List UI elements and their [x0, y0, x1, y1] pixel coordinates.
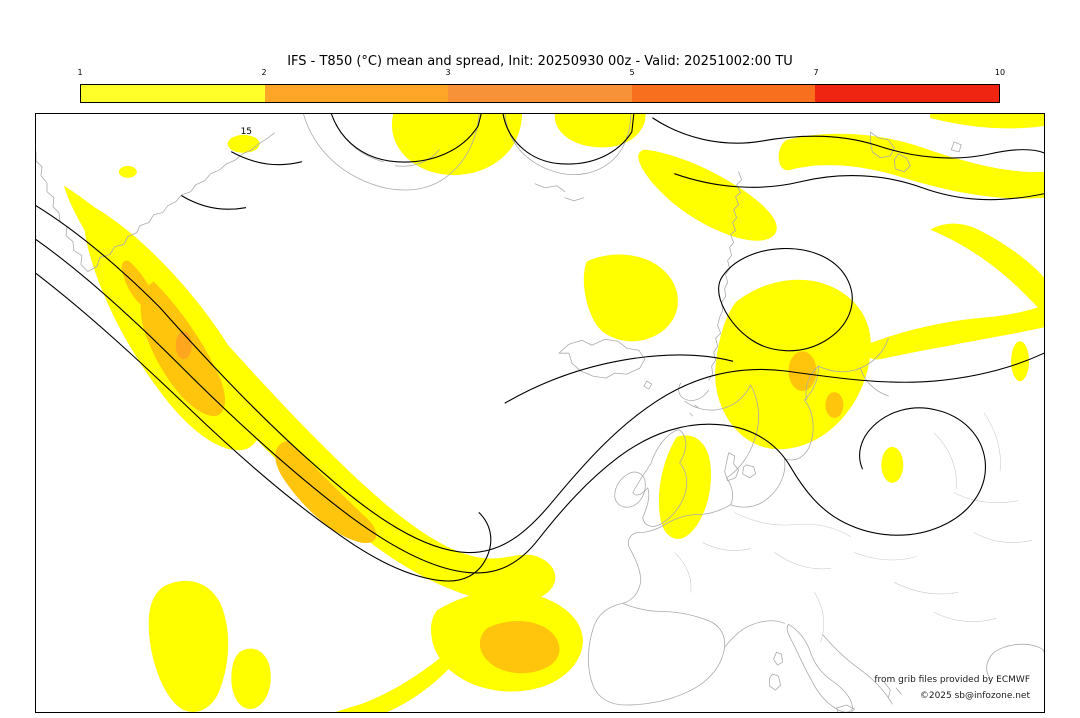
credits-source: from grib files provided by ECMWF — [874, 674, 1030, 685]
spread-blob-arctic-a — [391, 114, 523, 176]
spread-blob-bottom-left-2 — [231, 648, 271, 709]
spread-core-iberia — [479, 621, 560, 674]
spread-band-arctic-east — [778, 133, 1044, 199]
river-line — [933, 412, 1001, 490]
spread-blob-arctic-c — [638, 149, 777, 241]
colorbar-segment — [448, 85, 632, 102]
contour-arctic-3 — [652, 117, 1044, 159]
greece-coast — [883, 681, 902, 699]
great-britain-coast — [632, 429, 688, 527]
colorbar-tick-label: 10 — [994, 68, 1006, 77]
spread-blob-arctic-b — [554, 114, 646, 148]
italy-coast — [786, 623, 853, 712]
border-line — [953, 492, 1033, 543]
colorbar-tick-label: 2 — [261, 68, 267, 77]
adriatic-balkan-coast — [822, 633, 893, 705]
border-line — [774, 552, 917, 570]
contour-arctic-1 — [330, 114, 482, 163]
greenland-east-coast-2 — [504, 114, 632, 176]
spread-band-right — [866, 305, 1044, 360]
norway-west-coast — [708, 171, 742, 381]
arctic-islets — [534, 183, 585, 202]
contour-greenland-2 — [181, 195, 247, 210]
sicily-coast — [836, 704, 855, 712]
spread-spot-top-left — [227, 134, 260, 153]
corsica-sardinia-coast — [769, 651, 783, 691]
faroe-islands — [643, 380, 653, 390]
black-sea-coast — [986, 643, 1044, 679]
colorbar-segment — [81, 85, 265, 102]
spread-band-right-top — [930, 223, 1044, 316]
continental-north-coast — [622, 504, 732, 604]
coastlines — [36, 114, 1044, 712]
iberia-coast — [588, 602, 726, 706]
spread-core-coast — [121, 260, 155, 309]
spread-blob-north-of-iceland — [583, 254, 678, 342]
colorbar-tick-label: 5 — [629, 68, 635, 77]
spread-spot-top-left-2 — [118, 165, 137, 178]
contour-trough-outer — [36, 205, 1044, 554]
norway-south-tip — [678, 382, 710, 401]
ireland-coast — [614, 471, 646, 508]
spread-spot-right-edge — [1011, 341, 1030, 382]
colorbar-tick-label: 1 — [77, 68, 83, 77]
border-line — [814, 592, 825, 643]
spread-shading-high — [175, 331, 192, 360]
shetland-islets — [689, 404, 700, 417]
mediterranean-france-coast — [724, 620, 785, 648]
gulf-of-bothnia — [805, 337, 889, 401]
greenland-east-fjord-bay — [303, 114, 480, 191]
colorbar-segment — [631, 85, 816, 102]
colorbar-segment — [815, 85, 999, 102]
svalbard-coast — [869, 131, 962, 173]
colorbar-bar — [80, 84, 1000, 103]
spread-spot-east-europe — [881, 446, 904, 483]
contour-north-atlantic — [504, 354, 734, 404]
spread-core-scandinavia — [788, 351, 817, 392]
spread-streak-top-right — [930, 114, 1044, 129]
scandinavia-south-coast — [684, 384, 759, 506]
denmark-coast — [724, 452, 756, 482]
contour-arctic-2 — [502, 114, 635, 165]
border-line — [734, 512, 851, 537]
spread-peak-greenland — [175, 331, 192, 360]
map-frame: 15 from grib files provided by ECMWF ©20… — [35, 113, 1045, 713]
contour-trough-inner — [36, 272, 492, 582]
iceland-coast — [558, 338, 646, 379]
weather-map: 15 — [36, 114, 1044, 712]
colorbar-ticks: 1 2 3 5 7 10 — [77, 68, 1005, 80]
contour-greenland-1 — [231, 151, 303, 166]
contour-trough-middle — [36, 239, 986, 574]
spread-tail-southwest — [335, 652, 456, 712]
contour-scandinavia-loop — [718, 247, 853, 352]
spread-core-scandinavia-2 — [825, 392, 844, 418]
spread-blob-north-sea — [658, 435, 711, 539]
chart-title: IFS - T850 (°C) mean and spread, Init: 2… — [287, 54, 793, 69]
spread-blob-bottom-left — [148, 580, 229, 712]
colorbar-tick-label: 7 — [813, 68, 819, 77]
temperature-contours — [36, 114, 1044, 582]
greenland-west-coast — [36, 151, 89, 272]
border-line — [674, 542, 751, 593]
colorbar-segment — [264, 85, 449, 102]
credits-copyright: ©2025 sb@infozone.net — [919, 690, 1030, 701]
colorbar-tick-label: 3 — [445, 68, 451, 77]
credits: from grib files provided by ECMWF ©2025 … — [874, 672, 1030, 704]
contour-label: 15 — [241, 127, 252, 137]
contour-arctic-4 — [674, 173, 1044, 201]
country-borders — [674, 412, 1033, 643]
baltic-coast — [730, 365, 819, 508]
border-line — [893, 582, 997, 622]
